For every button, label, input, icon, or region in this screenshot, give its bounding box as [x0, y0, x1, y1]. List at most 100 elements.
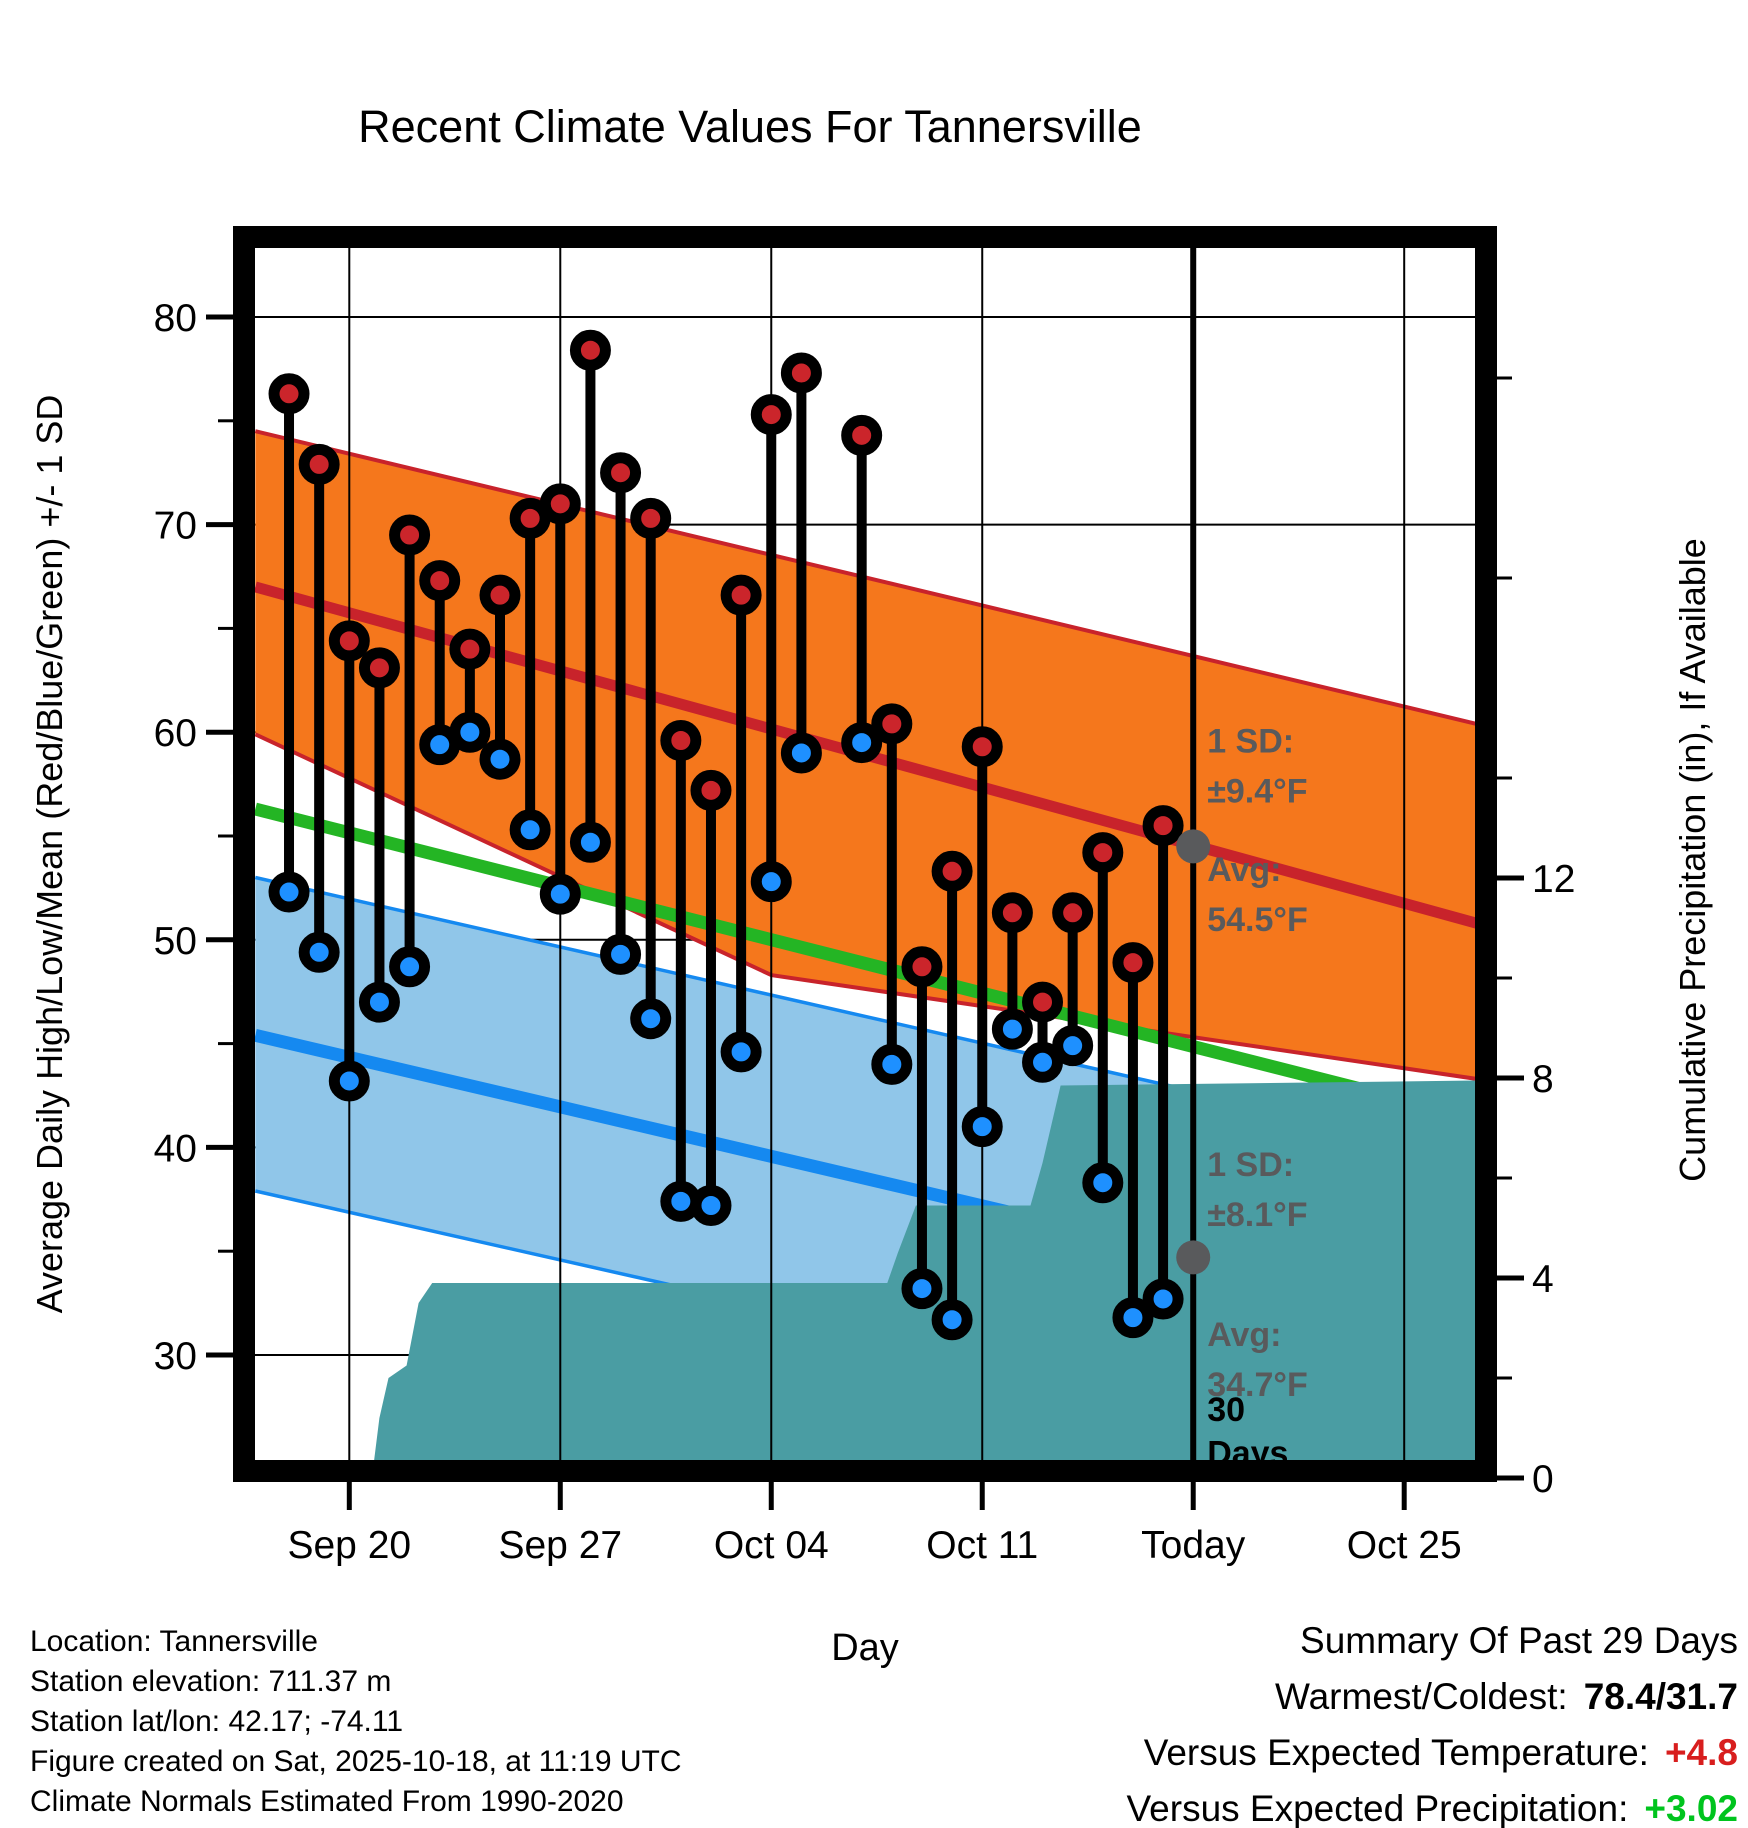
high-dot: [841, 414, 883, 456]
low-dot: [268, 871, 310, 913]
annotation-high-sd: ±9.4°F: [1207, 772, 1307, 810]
x-tick-label: Sep 20: [287, 1524, 411, 1567]
mean-line: [255, 802, 1475, 1125]
high-dot: [268, 373, 310, 415]
low-dot: [901, 1268, 943, 1310]
low-dot: [1022, 1041, 1064, 1083]
high-dot: [328, 620, 370, 662]
y-left-axis-title: Average Daily High/Low/Mean (Red/Blue/Gr…: [29, 395, 70, 1314]
annotation-low-avg: 34.7°F: [1207, 1366, 1308, 1404]
low-dot: [600, 933, 642, 975]
high-dot: [1142, 805, 1184, 847]
low-dot: [780, 732, 822, 774]
y-right-tick-label: 8: [1532, 1058, 1554, 1101]
high-dot: [1112, 942, 1154, 984]
high-dot: [961, 726, 1003, 768]
high-dot: [1022, 981, 1064, 1023]
high-dot: [419, 560, 461, 602]
footer-block: Location: Tannersville Station elevation…: [30, 1622, 682, 1822]
y-left-tick-label: 80: [154, 297, 197, 340]
annotation-high-avg: Avg:: [1207, 851, 1281, 889]
today-avg-marker: [1176, 829, 1211, 864]
high-dot: [389, 514, 431, 556]
warmest-coldest-value: 78.4/31.7: [1583, 1676, 1738, 1717]
low-dot: [1112, 1297, 1154, 1339]
y-left-tick-label: 70: [154, 505, 197, 548]
high-dot: [1082, 832, 1124, 874]
footer-elevation: Station elevation: 711.37 m: [30, 1665, 392, 1698]
low-dot: [1052, 1025, 1094, 1067]
low-dot: [509, 809, 551, 851]
daily-stems: [268, 329, 1184, 1341]
high-dot: [449, 628, 491, 670]
y-left-tick-label: 40: [154, 1127, 197, 1170]
y-right-axis-title: Cumulative Precipitation (in), If Availa…: [1672, 538, 1713, 1182]
plot-frame: [233, 226, 1497, 1482]
high-dot: [479, 574, 521, 616]
annotation-low-avg: Avg:: [1207, 1316, 1281, 1354]
low-dot: [961, 1106, 1003, 1148]
low-dot: [358, 981, 400, 1023]
chart-title: Recent Climate Values For Tannersville: [358, 101, 1142, 152]
annotation-low-sd: 1 SD:: [1207, 1146, 1294, 1184]
high-dot: [750, 394, 792, 436]
x-tick-label: Oct 11: [926, 1524, 1038, 1567]
low-dot: [1082, 1162, 1124, 1204]
high-dot: [600, 452, 642, 494]
vs-precipitation-label: Versus Expected Precipitation:: [1126, 1788, 1629, 1828]
y-right-tick-label: 12: [1532, 858, 1575, 901]
high-dot: [931, 850, 973, 892]
high-dot: [630, 497, 672, 539]
low-dot: [449, 711, 491, 753]
y-left-tick-label: 60: [154, 712, 197, 755]
summary-block: Summary Of Past 29 Days Warmest/Coldest:…: [1127, 1620, 1738, 1828]
low-dot: [328, 1060, 370, 1102]
low-dot: [569, 821, 611, 863]
warmest-coldest-label: Warmest/Coldest:: [1275, 1676, 1568, 1717]
low-dot: [539, 873, 581, 915]
low-dot: [750, 861, 792, 903]
high-dot: [901, 946, 943, 988]
x-tick-label: Sep 27: [498, 1524, 622, 1567]
x-axis-title: Day: [831, 1627, 899, 1669]
vs-precipitation-value: +3.02: [1644, 1788, 1738, 1828]
low-dot: [298, 931, 340, 973]
high-dot: [690, 769, 732, 811]
footer-normals: Climate Normals Estimated From 1990-2020: [30, 1785, 624, 1818]
summary-heading: Summary Of Past 29 Days: [1300, 1620, 1738, 1661]
low-dot: [841, 722, 883, 764]
y-right-tick-label: 0: [1532, 1458, 1554, 1501]
y-right-tick-label: 4: [1532, 1258, 1554, 1301]
high-dot: [509, 497, 551, 539]
high-dot: [539, 483, 581, 525]
y-left-tick-label: 50: [154, 920, 197, 963]
vs-temperature-value: +4.8: [1664, 1732, 1738, 1773]
today-avg-marker: [1176, 1240, 1211, 1275]
axis-ticks: [206, 314, 1524, 1510]
high-dot: [569, 329, 611, 371]
x-tick-label: Oct 25: [1347, 1524, 1462, 1567]
footer-latlon: Station lat/lon: 42.17; -74.11: [30, 1705, 404, 1738]
low-dot: [1142, 1278, 1184, 1320]
tick-labels: 30 40 50 60 70 80 0 4 8 12 Sep 20 Sep 27 Oct 04 Oct 1…: [154, 297, 1576, 1567]
annotation-high-avg: 54.5°F: [1207, 901, 1308, 939]
footer-created: Figure created on Sat, 2025-10-18, at 11…: [30, 1745, 682, 1778]
plot-area: 1 SD: ±9.4°F Avg: 54.5°F 1 SD: ±8.1°F Avg: 34.7…: [154, 226, 1576, 1567]
annotation-low-sd: ±8.1°F: [1207, 1196, 1307, 1234]
high-dot: [871, 703, 913, 745]
summary-warmest-coldest: Warmest/Coldest: 78.4/31.7: [1127, 1676, 1738, 1718]
low-dot: [479, 738, 521, 780]
low-dot: [630, 998, 672, 1040]
high-dot: [991, 892, 1033, 934]
y-left-tick-label: 30: [154, 1335, 197, 1378]
low-dot: [931, 1299, 973, 1341]
high-dot: [298, 443, 340, 485]
vs-temperature-label: Versus Expected Temperature:: [1143, 1732, 1649, 1773]
high-dot: [660, 720, 702, 762]
x-tick-label: Oct 04: [714, 1524, 829, 1567]
low-dot: [690, 1185, 732, 1227]
high-dot: [358, 647, 400, 689]
x-tick-label: Today: [1141, 1524, 1246, 1567]
